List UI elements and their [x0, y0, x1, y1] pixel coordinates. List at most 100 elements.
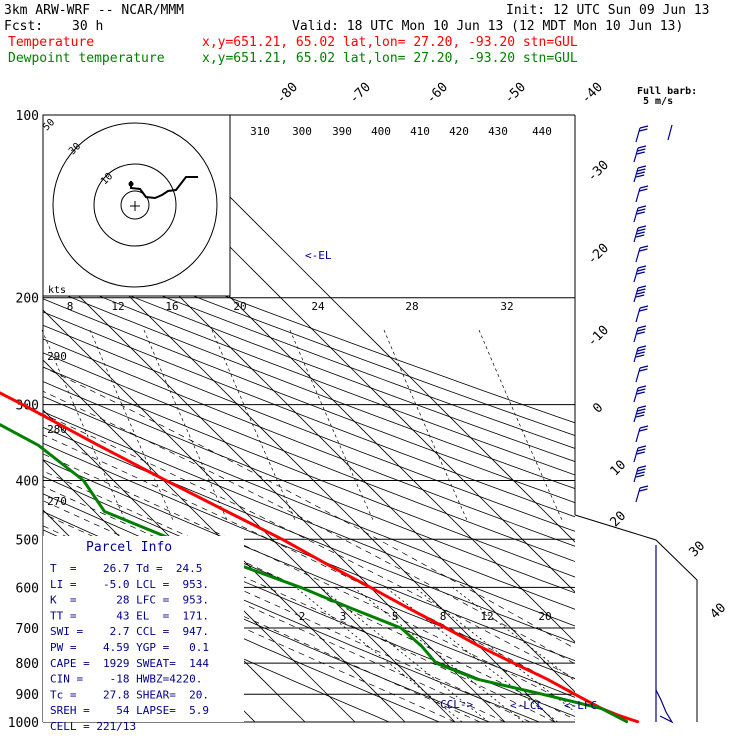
- wind-speed-label-8: 8: [67, 300, 74, 313]
- parcel-row: SWI = 2.7 CCL = 947.: [50, 625, 209, 638]
- hodograph-ring-outer: [52, 122, 218, 288]
- model-title: 3km ARW-WRF -- NCAR/MMM: [4, 3, 184, 18]
- dry-adiabat: [43, 248, 575, 449]
- wind-barb: [633, 285, 647, 303]
- theta-label-290: 290: [47, 350, 67, 363]
- wind-speed-arc: [289, 329, 374, 521]
- dry-adiabat: [43, 273, 575, 476]
- theta-label-280: 280: [47, 423, 67, 436]
- dry-adiabat: [43, 338, 575, 547]
- dew-legend-label: Dewpoint temperature: [8, 51, 165, 66]
- annotation-el: <-EL: [305, 249, 332, 262]
- hodograph-ring-middle: [93, 163, 177, 247]
- hodograph-units: kts: [48, 285, 66, 296]
- theta-label-410: 410: [410, 125, 430, 138]
- wind-speed-label-20: 20: [233, 300, 246, 313]
- wind-barbs: Full barb: 5 m/s: [633, 86, 697, 724]
- dry-adiabat: [43, 224, 575, 424]
- dry-adiabat: [43, 411, 575, 627]
- pressure-label-800: 800: [16, 657, 39, 672]
- wind-barb: [633, 325, 647, 343]
- wind-barb: [633, 385, 647, 403]
- wind-barb: [635, 425, 649, 443]
- wind-barb: [635, 245, 649, 263]
- mixing-ratio-line: [295, 586, 463, 722]
- wind-barb: [633, 345, 647, 363]
- wind-barb: [633, 445, 647, 463]
- isotherm-label--20: -20: [585, 241, 612, 268]
- wind-barb: [635, 305, 649, 323]
- dry-adiabat: [43, 260, 575, 462]
- parcel-row: CIN = -18 HWBZ=4220.: [50, 673, 202, 686]
- dry-adiabat: [43, 396, 575, 610]
- dewpoint-point: [435, 662, 438, 664]
- pressure-label-1000: 1000: [8, 716, 39, 731]
- annotation-lcl: <-LCL: [510, 699, 543, 712]
- parcel-info-bg: [43, 536, 244, 722]
- isotherm-line: [43, 309, 456, 722]
- wind-speed-arc: [41, 329, 126, 521]
- parcel-row: CAPE = 1929 SWEAT= 144: [50, 657, 209, 670]
- pressure-label-600: 600: [16, 581, 39, 596]
- pressure-label-100: 100: [16, 109, 39, 124]
- wind-barb: [633, 145, 647, 163]
- temperature-point: [226, 510, 228, 513]
- dewpoint-point: [299, 586, 302, 589]
- dewpoint-point: [420, 645, 423, 647]
- init-time: Init: 12 UTC Sun 09 Jun 13: [506, 3, 710, 18]
- parcel-row: T = 26.7 Td = 24.5: [50, 562, 202, 575]
- moist-adiabat: [43, 513, 506, 722]
- wind-barb: [633, 465, 647, 483]
- wind-speed-label-16: 16: [165, 300, 178, 313]
- wind-barb: [633, 165, 647, 183]
- dry-adiabat: [43, 426, 575, 644]
- level-annotations: <-EL <-LCL <-LFC CCL->: [305, 249, 597, 712]
- theta-label-270: 270: [47, 495, 67, 508]
- dry-adiabat: [43, 324, 575, 532]
- wind-speed-arc: [89, 329, 174, 521]
- temperature-line: [0, 391, 639, 724]
- dewpoint-point: [82, 479, 85, 482]
- pressure-label-900: 900: [16, 688, 39, 703]
- temperature-point: [369, 586, 372, 589]
- temperature-point: [512, 662, 515, 664]
- wind-barb: [633, 205, 647, 223]
- dry-adiabat: [43, 285, 575, 490]
- temperature-point: [478, 645, 481, 647]
- temp-legend-loc: x,y=651.21, 65.02 lat,lon= 27.20, -93.20…: [202, 35, 578, 50]
- parcel-row: Tc = 27.8 SHEAR= 20.: [50, 688, 209, 701]
- theta-label-440: 440: [532, 125, 552, 138]
- theta-label-310: 310: [250, 125, 270, 138]
- isotherm-label-20: 20: [608, 509, 630, 531]
- pressure-label-700: 700: [16, 622, 39, 637]
- theta-label-390: 390: [332, 125, 352, 138]
- theta-label-300: 300: [292, 125, 312, 138]
- isotherm-label--60: -60: [424, 80, 451, 107]
- temperature-point: [637, 721, 640, 723]
- plot-boundary: [574, 514, 698, 722]
- hodograph-center-cross: [130, 201, 140, 211]
- isotherm-label--40: -40: [579, 80, 606, 107]
- temperature-point: [573, 693, 576, 695]
- dry-adiabat: [43, 236, 575, 436]
- parcel-row: CELL = 221/13: [50, 720, 136, 733]
- temp-legend-label: Temperature: [8, 35, 94, 50]
- pressure-label-500: 500: [16, 533, 39, 548]
- theta-label-420: 420: [449, 125, 469, 138]
- wind-speed-label-12: 12: [111, 300, 124, 313]
- isotherm-label--30: -30: [585, 158, 612, 185]
- annotation-ccl: CCL->: [440, 698, 473, 711]
- wind-speed-label-32: 32: [500, 300, 513, 313]
- series-temperature: [0, 391, 640, 724]
- hodograph-trace-start: [128, 181, 134, 187]
- temperature-point: [21, 403, 24, 406]
- dry-adiabat: [43, 298, 575, 504]
- isotherm-label--80: -80: [274, 80, 301, 107]
- mixing-ratio-line: [320, 586, 489, 722]
- hodograph: 50 30 10 kts: [41, 114, 231, 297]
- fcst-value: 30 h: [72, 19, 103, 34]
- mixing-ratio-label-3: 3: [340, 610, 347, 623]
- hodograph-ring-inner: [120, 190, 150, 220]
